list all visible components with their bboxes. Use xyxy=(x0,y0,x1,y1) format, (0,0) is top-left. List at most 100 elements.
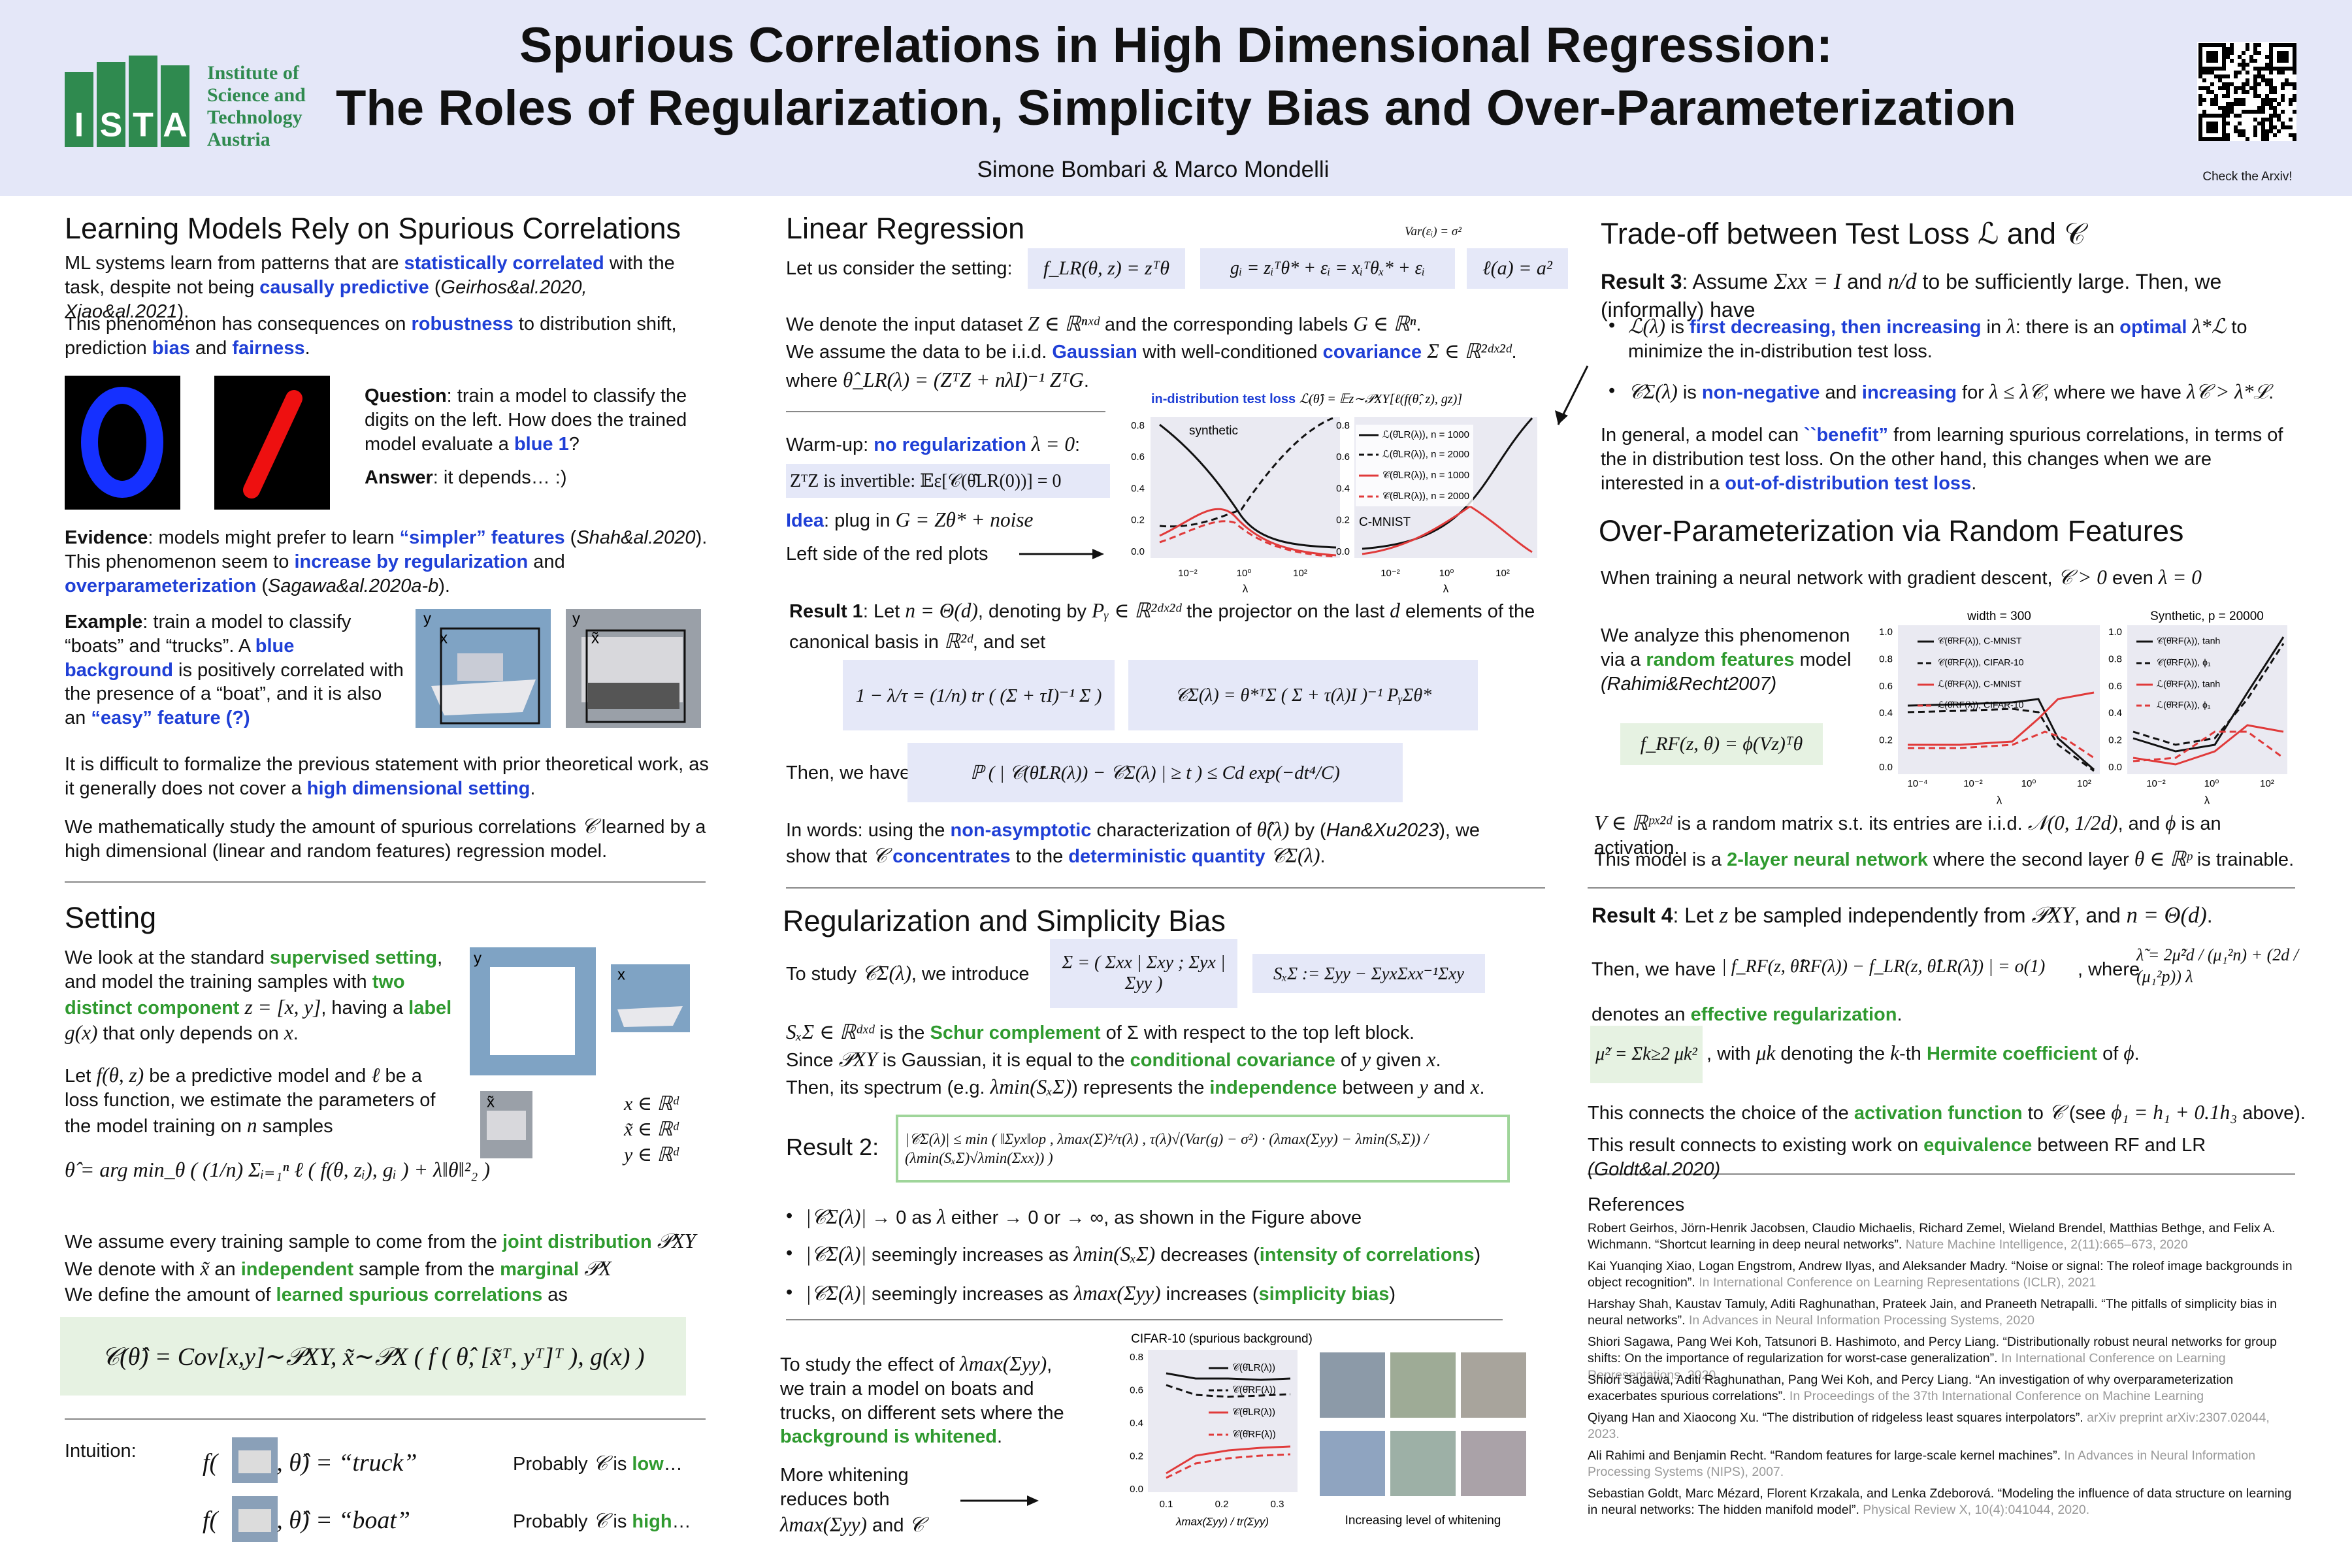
qr-module xyxy=(2281,86,2285,90)
text-run: , θ̂) = “truck” xyxy=(276,1449,417,1477)
qr-module xyxy=(2222,94,2226,98)
paragraph: We mathematically study the amount of sp… xyxy=(65,813,711,864)
qr-module xyxy=(2293,71,2296,74)
image-label: y xyxy=(423,610,431,627)
text-run: λ ≤ λ𝒞 xyxy=(1989,380,2044,403)
paragraph: We look at the standard supervised setti… xyxy=(65,946,457,1046)
text-run: label xyxy=(408,997,452,1019)
text-run: |𝒞Σ(λ)| xyxy=(806,1282,867,1305)
formula-box: f_RF(z, θ) = ϕ(Vz)ᵀθ xyxy=(1620,723,1823,765)
text-run: : Assume xyxy=(1682,270,1774,293)
text-run: as xyxy=(542,1284,568,1305)
text-run: blue 1 xyxy=(514,433,569,455)
qr-module xyxy=(2206,125,2210,129)
text-run: Let xyxy=(65,1066,97,1086)
text-run: f( xyxy=(203,1507,218,1534)
text-run: , having a xyxy=(321,997,409,1019)
qr-module xyxy=(2214,137,2218,141)
text-run: , θ̂) = “boat” xyxy=(276,1507,411,1534)
qr-module xyxy=(2281,98,2285,102)
tick-label: 10² xyxy=(2260,778,2274,789)
qr-module xyxy=(2285,67,2289,71)
qr-module xyxy=(2242,51,2246,55)
logo-letter: S xyxy=(100,106,123,144)
paragraph: We assume every training sample to come … xyxy=(65,1228,711,1254)
formula-box: SₓΣ := Σyy − ΣyxΣxx⁻¹Σxy xyxy=(1252,954,1485,993)
text-run: be a predictive model and xyxy=(144,1066,372,1086)
section-heading: Setting xyxy=(65,901,157,934)
qr-module xyxy=(2214,125,2218,129)
graphic xyxy=(161,65,189,147)
title-line: Spurious Correlations in High Dimensiona… xyxy=(519,18,1833,73)
qr-module xyxy=(2238,102,2242,106)
qr-module xyxy=(2210,55,2214,59)
qr-module xyxy=(2218,43,2222,47)
text-run: 2-layer neural network xyxy=(1727,849,1928,870)
qr-module xyxy=(2206,55,2210,59)
formula-box: |𝒞Σ(λ)| ≤ min ( ‖Σyx‖op , λmax(Σ)²/τ(λ) … xyxy=(896,1115,1510,1183)
tick-label: 0.6 xyxy=(1879,681,1893,692)
text-run: statistically correlated xyxy=(404,253,604,274)
paragraph: Probably 𝒞 is high… xyxy=(513,1508,722,1534)
graphic xyxy=(457,653,503,681)
text-run: ) represents the xyxy=(1071,1077,1210,1098)
graphic xyxy=(1907,698,2095,771)
qr-module xyxy=(2253,90,2257,94)
qr-module xyxy=(2210,114,2214,118)
qr-module xyxy=(2269,122,2273,125)
text-run: and xyxy=(1841,270,1888,293)
result-label: Result 2: xyxy=(786,1134,879,1160)
text-run: Since xyxy=(786,1050,839,1071)
paragraph: Result 1: Let n = Θ(d), denoting by Pᵧ ∈… xyxy=(789,596,1547,657)
formula: f( , θ̂) = “truck” xyxy=(203,1447,464,1478)
text-run: Warm-up: xyxy=(786,434,874,455)
text-run: robustness xyxy=(411,314,514,335)
qr-module xyxy=(2269,71,2273,74)
text-run: x xyxy=(1470,1075,1480,1098)
text-run: equivalence xyxy=(1923,1135,2033,1156)
text-run: Pᵧ ∈ ℝ²ᵈˣ²ᵈ xyxy=(1092,599,1182,622)
qr-module xyxy=(2273,67,2277,71)
qr-module xyxy=(2265,63,2269,67)
reference: Harshay Shah, Kaustav Tamuly, Aditi Ragh… xyxy=(1588,1296,2300,1330)
qr-module xyxy=(2246,78,2249,82)
text-run: supervised setting xyxy=(269,947,438,968)
reference: Robert Geirhos, Jörn-Henrik Jacobsen, Cl… xyxy=(1588,1220,2300,1254)
text-run: f( xyxy=(203,1449,218,1477)
formula-box: f_LR(θ, z) = zᵀθ xyxy=(1028,248,1185,289)
text-run: Ali Rahimi and Benjamin Recht. “Random f… xyxy=(1588,1448,2065,1463)
legend-label: ℒ(θ̂LR(λ)), n = 1000 xyxy=(1382,429,1469,440)
reference: Qiyang Han and Xiaocong Xu. “The distrib… xyxy=(1588,1410,2300,1443)
tick-label: 0.0 xyxy=(1131,546,1145,557)
qr-module xyxy=(2285,59,2289,63)
text-run: to the xyxy=(1010,845,1069,867)
qr-module xyxy=(2222,110,2226,114)
qr-module xyxy=(2202,78,2206,82)
section-heading: Trade-off between Test Loss ℒ and 𝒞 xyxy=(1601,217,2086,250)
qr-module xyxy=(2281,82,2285,86)
qr-module xyxy=(2261,67,2265,71)
text-run: Nature Machine Intelligence, 2(11):665–6… xyxy=(1905,1237,2188,1252)
qr-module xyxy=(2234,129,2238,133)
image-label: x̃ xyxy=(591,629,599,647)
paragraph: We analyze this phenomenon via a random … xyxy=(1601,624,1869,696)
qr-module xyxy=(2281,71,2285,74)
tick-label: 0.2 xyxy=(1879,735,1893,746)
qr-module xyxy=(2253,78,2257,82)
text-run: , denoting by xyxy=(977,601,1092,622)
label: Intuition: xyxy=(65,1441,137,1462)
text-run: Physical Review X, 10(4):041044, 2020. xyxy=(1863,1503,2090,1518)
x-label: λ xyxy=(1997,794,2002,806)
text-run: This phenomenon has consequences on xyxy=(65,314,412,335)
space: x̃ ∈ ℝᵈ xyxy=(624,1119,679,1140)
paragraph: When training a neural network with grad… xyxy=(1601,564,2300,591)
text-run: 𝒞Σ(λ) xyxy=(1628,380,1678,403)
paragraph: This result connects to existing work on… xyxy=(1588,1134,2306,1182)
qr-module xyxy=(2265,137,2269,141)
text-run xyxy=(239,998,244,1019)
graphic xyxy=(588,683,679,709)
qr-module xyxy=(2289,118,2293,122)
qr-module xyxy=(2234,71,2238,74)
qr-module xyxy=(2277,129,2281,133)
qr-module xyxy=(2242,129,2246,133)
